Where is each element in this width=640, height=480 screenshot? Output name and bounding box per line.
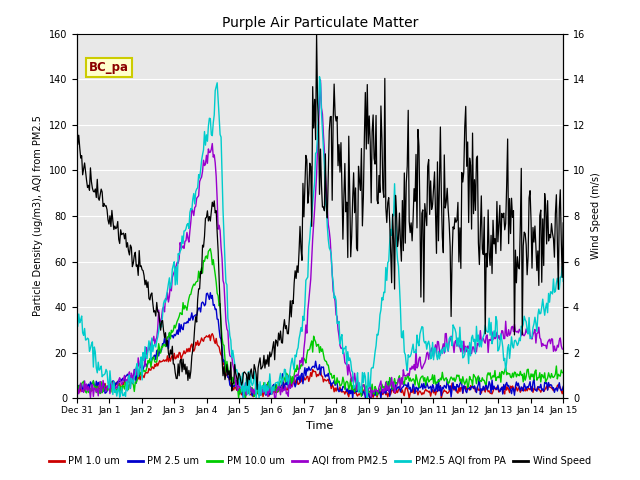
Legend: PM 1.0 um, PM 2.5 um, PM 10.0 um, AQI from PM2.5, PM2.5 AQI from PA, Wind Speed: PM 1.0 um, PM 2.5 um, PM 10.0 um, AQI fr… <box>45 453 595 470</box>
Y-axis label: Particle Density (ug/m3), AQI from PM2.5: Particle Density (ug/m3), AQI from PM2.5 <box>33 116 43 316</box>
X-axis label: Time: Time <box>307 420 333 431</box>
Title: Purple Air Particulate Matter: Purple Air Particulate Matter <box>222 16 418 30</box>
Text: BC_pa: BC_pa <box>89 61 129 74</box>
Y-axis label: Wind Speed (m/s): Wind Speed (m/s) <box>591 173 601 259</box>
